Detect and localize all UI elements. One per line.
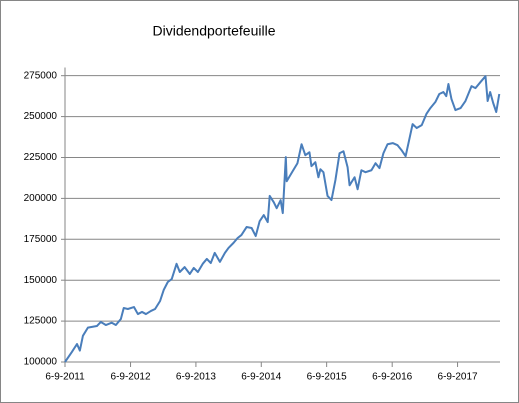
x-tick-label: 6-9-2016 (372, 372, 412, 383)
x-tick-label: 6-9-2013 (176, 372, 216, 383)
x-tick-label: 6-9-2015 (307, 372, 347, 383)
y-tick-label: 150000 (24, 275, 58, 286)
y-tick-label: 275000 (24, 70, 58, 81)
y-tick-label: 125000 (24, 316, 58, 327)
x-tick-label: 6-9-2012 (111, 372, 151, 383)
y-tick-label: 100000 (24, 357, 58, 368)
x-tick-label: 6-9-2014 (241, 372, 281, 383)
data-line (64, 75, 501, 363)
chart-title: Dividendportefeuille (153, 23, 276, 39)
y-tick-label: 175000 (24, 234, 58, 245)
x-tick-label: 6-9-2017 (438, 372, 478, 383)
y-tick-label: 225000 (24, 152, 58, 163)
y-tick-label: 200000 (24, 193, 58, 204)
y-tick-label: 250000 (24, 111, 58, 122)
x-tick-label: 6-9-2011 (45, 372, 85, 383)
